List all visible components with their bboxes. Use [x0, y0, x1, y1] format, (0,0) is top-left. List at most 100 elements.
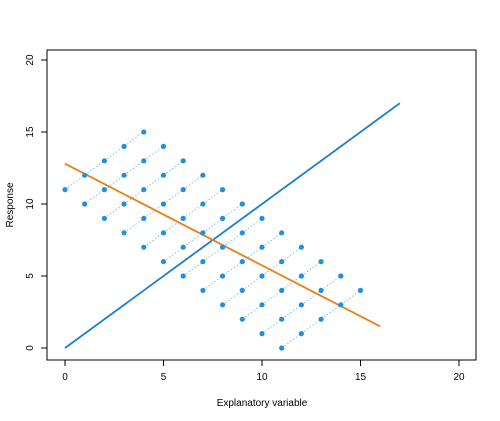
pair-link-22: [182, 203, 204, 219]
data-point: [239, 201, 245, 207]
pair-link-23: [202, 189, 223, 205]
pair-link-56: [301, 318, 322, 334]
data-point: [101, 187, 107, 193]
data-point: [200, 287, 206, 293]
data-point: [101, 215, 107, 221]
pair-link-0: [64, 174, 85, 190]
data-point: [200, 230, 206, 236]
pair-link-47: [281, 275, 302, 291]
data-point: [180, 187, 186, 193]
pair-link-36: [222, 261, 243, 277]
y-tick-label-5: 5: [25, 273, 36, 279]
data-point: [200, 172, 206, 178]
pair-link-16: [143, 203, 164, 219]
y-tick-label-0: 0: [25, 345, 36, 351]
data-point: [121, 201, 127, 207]
data-point: [338, 302, 344, 308]
pair-link-40: [222, 290, 243, 306]
data-points: [62, 129, 364, 351]
data-point: [338, 273, 344, 279]
pair-link-58: [340, 290, 361, 306]
pair-links: [64, 131, 361, 349]
pair-link-1: [84, 160, 105, 176]
data-point: [82, 172, 88, 178]
pair-link-20: [143, 232, 164, 248]
data-point: [121, 172, 127, 178]
data-point: [298, 244, 304, 250]
pair-link-26: [182, 232, 204, 248]
pair-link-12: [143, 174, 164, 190]
data-point: [160, 143, 167, 149]
data-point: [259, 331, 265, 337]
pair-link-11: [123, 189, 145, 205]
pair-link-27: [202, 218, 223, 234]
pair-link-38: [261, 232, 282, 248]
data-point: [180, 244, 186, 250]
data-point: [259, 273, 265, 279]
y-axis: 0 5 10 15 20: [25, 54, 48, 351]
pair-link-53: [320, 275, 342, 291]
pair-link-18: [182, 174, 204, 190]
data-point: [160, 259, 167, 265]
data-point: [259, 302, 265, 308]
data-point: [82, 201, 88, 207]
data-point: [298, 331, 304, 337]
data-point: [121, 230, 127, 236]
data-point: [180, 273, 186, 279]
x-tick-label-20: 20: [453, 372, 465, 383]
pair-link-43: [281, 246, 302, 262]
data-point: [239, 230, 245, 236]
data-point: [318, 287, 324, 293]
pair-link-37: [242, 246, 263, 262]
data-point: [239, 259, 245, 265]
data-point: [180, 158, 186, 164]
y-tick-label-10: 10: [25, 198, 36, 210]
data-point: [279, 316, 285, 322]
pair-link-17: [163, 189, 184, 205]
data-point: [141, 215, 147, 221]
pair-link-32: [222, 232, 243, 248]
data-point: [279, 259, 285, 265]
data-point: [220, 244, 226, 250]
pair-link-52: [301, 290, 322, 306]
pair-link-28: [222, 203, 243, 219]
data-point: [62, 187, 68, 193]
data-point: [200, 201, 206, 207]
data-point: [141, 129, 147, 135]
data-point: [259, 215, 265, 221]
pair-link-31: [202, 246, 223, 262]
pair-link-2: [104, 146, 125, 162]
pair-link-45: [242, 304, 263, 320]
data-point: [121, 143, 127, 149]
data-point: [160, 201, 167, 207]
data-point: [298, 273, 304, 279]
pair-link-51: [281, 304, 302, 320]
pair-link-10: [104, 203, 125, 219]
pair-link-57: [320, 304, 342, 320]
pair-link-13: [163, 160, 184, 176]
data-point: [318, 316, 324, 322]
x-tick-label-0: 0: [62, 372, 68, 383]
data-point: [279, 345, 285, 351]
data-point: [180, 215, 186, 221]
data-point: [220, 215, 226, 221]
data-point: [298, 302, 304, 308]
y-axis-title: Response: [5, 182, 16, 227]
y-tick-label-20: 20: [25, 54, 36, 66]
data-point: [220, 187, 226, 193]
y-tick-label-15: 15: [25, 126, 36, 138]
data-point: [318, 259, 324, 265]
data-point: [357, 287, 364, 293]
pair-link-5: [84, 189, 105, 205]
pair-link-30: [182, 261, 204, 277]
x-tick-label-5: 5: [161, 372, 167, 383]
pair-link-21: [163, 218, 184, 234]
data-point: [220, 302, 226, 308]
pair-link-48: [301, 261, 322, 277]
data-point: [141, 187, 147, 193]
data-point: [160, 172, 167, 178]
pair-link-15: [123, 218, 145, 234]
pair-link-55: [281, 333, 302, 349]
x-axis: 0 5 10 15 20: [62, 359, 465, 383]
